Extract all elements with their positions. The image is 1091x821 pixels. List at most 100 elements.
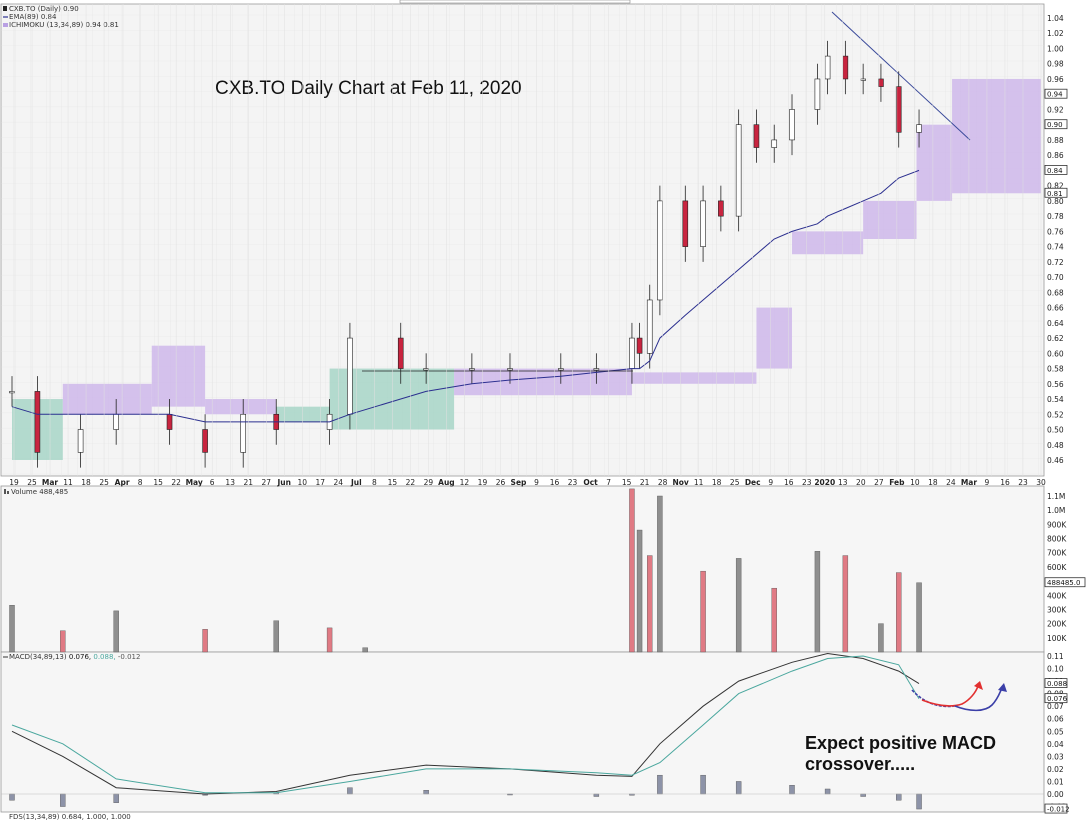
x-tick-label: 23 [1018, 478, 1028, 487]
x-tick-label: Dec [745, 478, 761, 487]
volume-tick-label: 1.1M [1047, 492, 1065, 501]
price-tick-label: 0.82 [1047, 182, 1064, 191]
x-tick-label: 25 [27, 478, 37, 487]
candle [753, 109, 760, 163]
candle [202, 414, 208, 468]
candle [814, 63, 821, 125]
x-tick-label: 15 [622, 478, 632, 487]
x-tick-label: 11 [63, 478, 73, 487]
signal-line [11, 655, 920, 794]
x-tick-label: 30 [1036, 478, 1046, 487]
candle [789, 94, 795, 156]
volume-bar [896, 572, 902, 653]
candle [593, 353, 600, 384]
price-tick-label: 0.50 [1047, 426, 1064, 435]
x-tick-label: 27 [261, 478, 271, 487]
price-tick-label: 0.68 [1047, 288, 1064, 297]
macd-tick-label: 0.02 [1047, 765, 1064, 774]
x-tick-label: 16 [784, 478, 794, 487]
x-tick-label: 13 [838, 478, 848, 487]
volume-bar [878, 623, 884, 653]
x-tick-label: 23 [802, 478, 812, 487]
chart-title-annotation: CXB.TO Daily Chart at Feb 11, 2020 [215, 78, 522, 99]
candle [9, 376, 15, 407]
volume-tick-label: 600K [1047, 563, 1067, 572]
volume-bar [326, 627, 333, 653]
svg-text:0.94: 0.94 [1047, 91, 1063, 99]
volume-bar [202, 629, 208, 653]
volume-bar [916, 582, 922, 653]
cloud-segment [863, 200, 917, 239]
svg-text:0.088: 0.088 [1047, 680, 1067, 688]
candle [34, 376, 41, 468]
macd-legend: MACD(34,89,13) 0.076, 0.088, -0.012 [3, 653, 140, 661]
price-tick-label: 0.92 [1047, 105, 1064, 114]
cloud-segment [756, 307, 793, 369]
svg-text:0.84: 0.84 [1047, 167, 1063, 175]
candle [397, 322, 404, 384]
volume-bar [814, 551, 821, 653]
x-tick-label: 12 [460, 478, 470, 487]
x-tick-label: 7 [606, 478, 611, 487]
price-tick-label: 0.86 [1047, 151, 1064, 160]
ema89-line [11, 169, 920, 423]
candle [657, 185, 663, 316]
histogram-bar [896, 793, 902, 801]
price-tick-label: 0.56 [1047, 380, 1064, 389]
macd-tick-label: 0.04 [1047, 740, 1064, 749]
x-tick-label: 18 [81, 478, 91, 487]
candle [895, 71, 902, 148]
x-tick-label: 8 [138, 478, 143, 487]
volume-bar [700, 570, 706, 653]
price-tick-label: 1.04 [1047, 14, 1064, 23]
volume-bar [9, 605, 15, 653]
legend-symbol: CXB.TO (Daily) 0.90 [9, 5, 79, 13]
cloud-segment [205, 399, 277, 415]
price-tick-label: 0.58 [1047, 365, 1064, 374]
macd-value-box: 0.088 [1044, 678, 1068, 688]
x-tick-label: 21 [640, 478, 650, 487]
macd-tick-label: 0.00 [1047, 790, 1064, 799]
cloud-segment [276, 406, 330, 422]
x-tick-label: Jun [277, 478, 291, 487]
price-tick-label: 0.96 [1047, 75, 1064, 84]
price-value-box: 0.81 [1044, 187, 1068, 198]
x-tick-label: 17 [316, 478, 326, 487]
x-tick-label: 29 [424, 478, 434, 487]
macd-value-box: 0.076 [1044, 693, 1068, 703]
volume-bar [735, 558, 742, 653]
volume-bar [629, 488, 635, 653]
x-tick-label: 18 [928, 478, 938, 487]
x-tick-label: Aug [438, 478, 455, 487]
x-tick-label: 23 [568, 478, 578, 487]
x-tick-label: 9 [768, 478, 773, 487]
blue-arrow-head-icon [998, 683, 1007, 692]
x-tick-label: 27 [874, 478, 884, 487]
volume-tick-label: 900K [1047, 520, 1067, 529]
ichimoku-cloud [12, 78, 1041, 460]
price-tick-label: 0.46 [1047, 456, 1064, 465]
histogram-bar [824, 788, 831, 795]
price-tick-label: 0.74 [1047, 243, 1064, 252]
svg-text:0.076: 0.076 [1047, 695, 1068, 703]
red-projection-arrow [921, 685, 979, 707]
cloud-segment [151, 345, 206, 407]
x-tick-label: 26 [496, 478, 506, 487]
cloud-segment [454, 368, 632, 396]
svg-text:-0.012: -0.012 [1047, 806, 1070, 814]
date-x-axis: 19 25 Mar 11 18 25 Apr 8 15 22 May 6 13 21 27 Jun 10 17 24… [9, 4, 1046, 487]
price-tick-label: 1.02 [1047, 29, 1064, 38]
volume-tick-label: 100K [1047, 634, 1067, 643]
x-tick-label: 25 [99, 478, 109, 487]
histogram-bar [916, 793, 922, 810]
x-tick-label: Mar [42, 478, 59, 487]
x-tick-label: 19 [478, 478, 488, 487]
x-tick-label: 11 [694, 478, 704, 487]
candle [916, 109, 922, 148]
x-tick-label: 15 [388, 478, 398, 487]
price-tick-label: 0.54 [1047, 395, 1064, 404]
volume-panel [0, 485, 1045, 653]
cloud-segment [631, 372, 757, 384]
